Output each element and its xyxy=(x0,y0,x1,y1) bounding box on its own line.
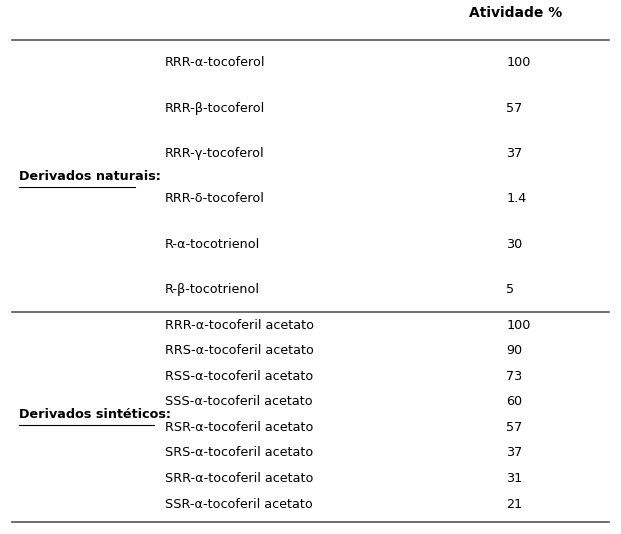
Text: SRR-α-tocoferil acetato: SRR-α-tocoferil acetato xyxy=(165,472,313,485)
Text: 1.4: 1.4 xyxy=(506,192,527,206)
Text: 100: 100 xyxy=(506,319,530,332)
Text: 100: 100 xyxy=(506,56,530,69)
Text: 21: 21 xyxy=(506,498,522,511)
Text: SRS-α-tocoferil acetato: SRS-α-tocoferil acetato xyxy=(165,446,313,459)
Text: SSR-α-tocoferil acetato: SSR-α-tocoferil acetato xyxy=(165,498,312,511)
Text: RRR-β-tocoferol: RRR-β-tocoferol xyxy=(165,101,265,115)
Text: 73: 73 xyxy=(506,370,522,383)
Text: Derivados naturais:: Derivados naturais: xyxy=(19,170,160,183)
Text: 57: 57 xyxy=(506,421,522,434)
Text: RRR-α-tocoferol: RRR-α-tocoferol xyxy=(165,56,265,69)
Text: 60: 60 xyxy=(506,395,522,409)
Text: R-α-tocotrienol: R-α-tocotrienol xyxy=(165,238,260,251)
Text: RRR-α-tocoferil acetato: RRR-α-tocoferil acetato xyxy=(165,319,314,332)
Text: 31: 31 xyxy=(506,472,522,485)
Text: 37: 37 xyxy=(506,446,522,459)
Text: RSS-α-tocoferil acetato: RSS-α-tocoferil acetato xyxy=(165,370,313,383)
Text: RSR-α-tocoferil acetato: RSR-α-tocoferil acetato xyxy=(165,421,313,434)
Text: Atividade %: Atividade % xyxy=(469,6,562,20)
Text: 37: 37 xyxy=(506,147,522,160)
Text: 57: 57 xyxy=(506,101,522,115)
Text: 30: 30 xyxy=(506,238,522,251)
Text: RRR-γ-tocoferol: RRR-γ-tocoferol xyxy=(165,147,264,160)
Text: 5: 5 xyxy=(506,283,514,296)
Text: 90: 90 xyxy=(506,344,522,357)
Text: R-β-tocotrienol: R-β-tocotrienol xyxy=(165,283,260,296)
Text: SSS-α-tocoferil acetato: SSS-α-tocoferil acetato xyxy=(165,395,312,409)
Text: Derivados sintéticos:: Derivados sintéticos: xyxy=(19,408,171,421)
Text: RRR-δ-tocoferol: RRR-δ-tocoferol xyxy=(165,192,265,206)
Text: RRS-α-tocoferil acetato: RRS-α-tocoferil acetato xyxy=(165,344,314,357)
